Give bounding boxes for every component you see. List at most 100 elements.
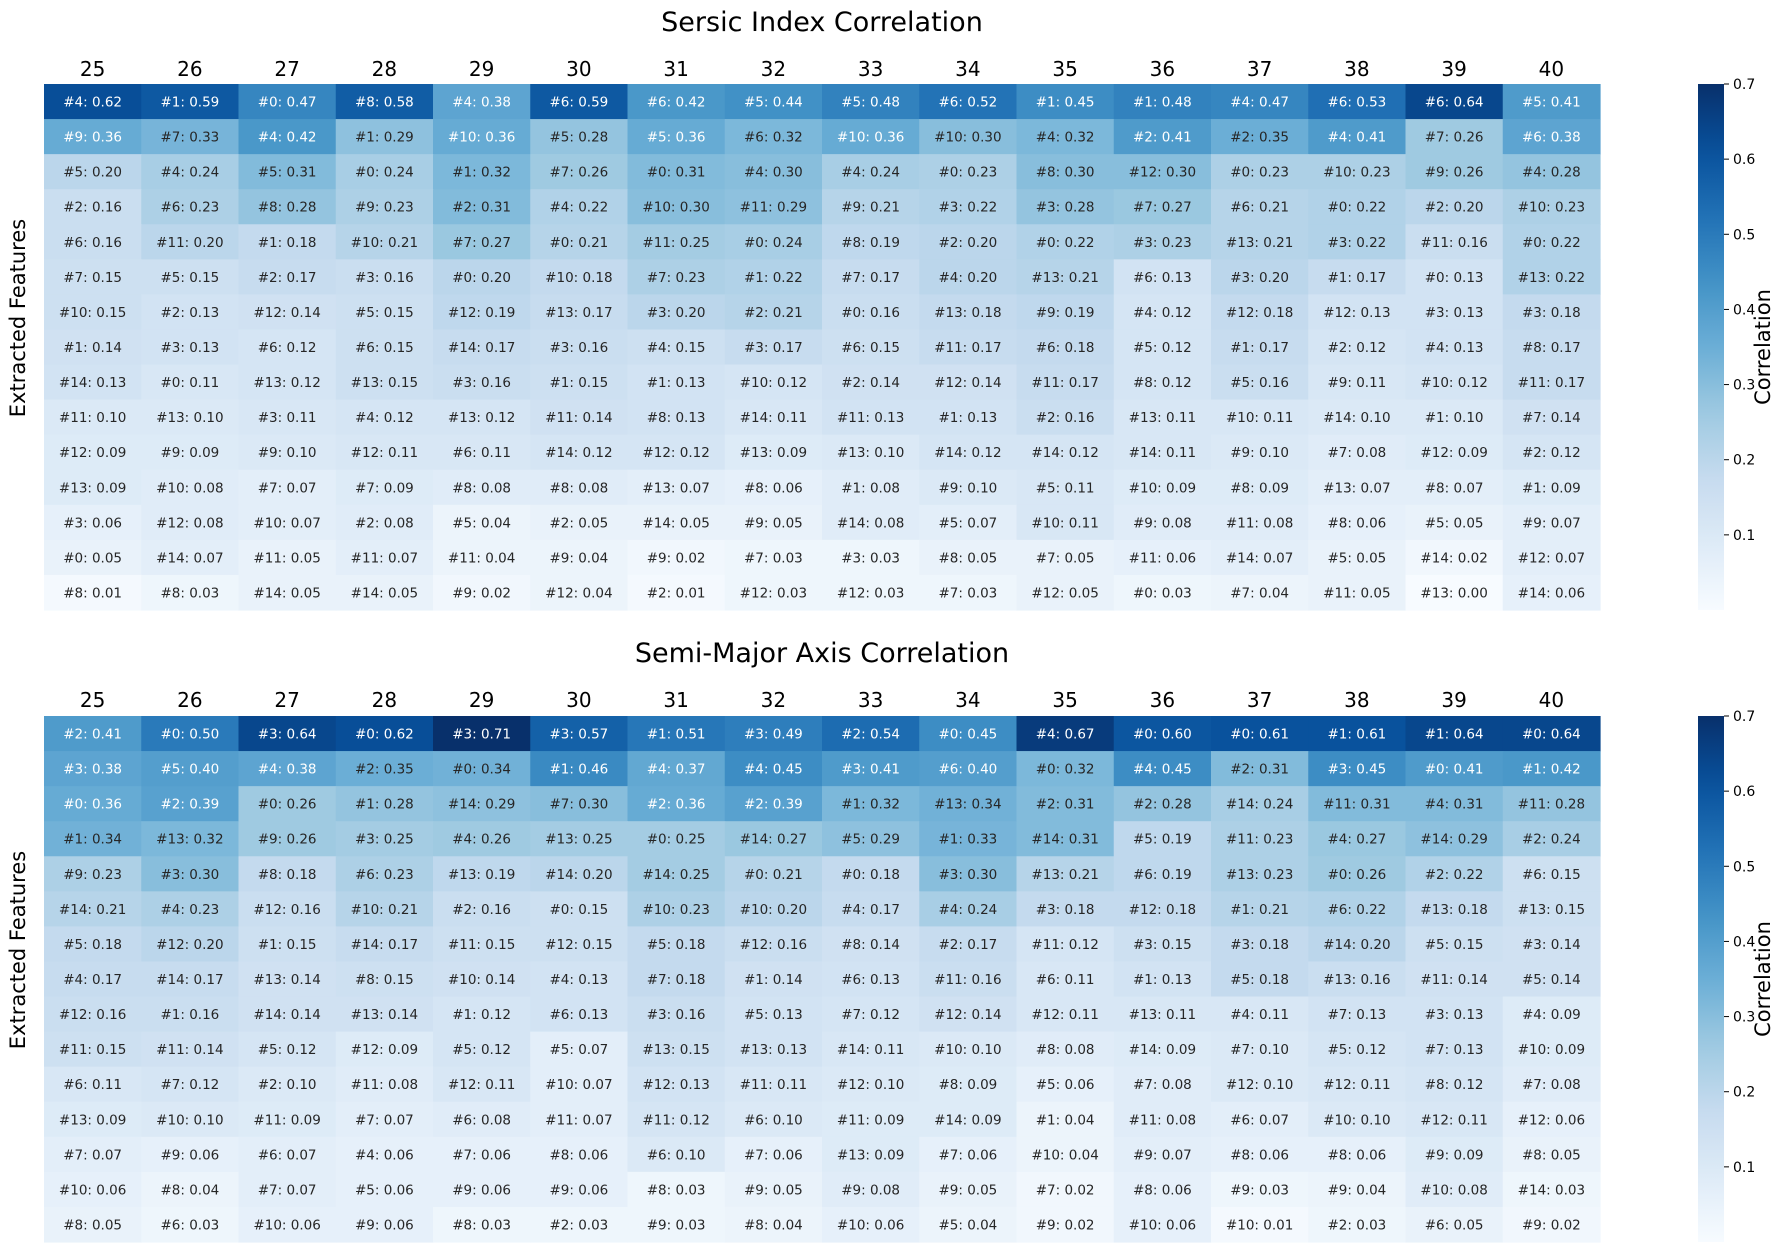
cell-label: #13: 0.15 — [351, 375, 418, 391]
heatmap-cell — [724, 259, 823, 295]
heatmap-cell — [44, 224, 142, 260]
cell-label: #13: 0.10 — [837, 445, 904, 461]
heatmap-cell — [1308, 926, 1407, 963]
cell-label: #12: 0.07 — [1518, 550, 1585, 566]
heatmap-cell — [238, 294, 337, 331]
heatmap-cell — [1308, 434, 1407, 471]
cell-label: #13: 0.32 — [156, 832, 223, 848]
column-tick-label: 33 — [858, 688, 883, 712]
cell-label: #9: 0.19 — [1036, 305, 1095, 321]
cell-label: #4: 0.09 — [1522, 1007, 1581, 1023]
cell-label: #6: 0.16 — [63, 235, 122, 251]
cell-label: #14: 0.20 — [545, 867, 612, 883]
cell-label: #9: 0.05 — [938, 1182, 997, 1198]
heatmap-cell — [1308, 294, 1407, 331]
column-tick-label: 25 — [80, 57, 105, 81]
cell-label: #9: 0.05 — [744, 515, 803, 531]
heatmap-cell — [433, 329, 531, 366]
heatmap-cell — [530, 399, 629, 436]
heatmap-cell — [44, 504, 142, 541]
cell-label: #6: 0.42 — [647, 95, 706, 111]
cell-label: #11: 0.07 — [351, 550, 418, 566]
heatmap-cell — [433, 294, 531, 331]
cell-label: #2: 0.08 — [355, 515, 414, 531]
heatmap-cell — [530, 856, 629, 892]
cell-label: #12: 0.08 — [156, 515, 223, 531]
cell-label: #14: 0.11 — [837, 1042, 904, 1058]
heatmap-cell — [1502, 469, 1601, 506]
heatmap-cell — [1016, 189, 1115, 225]
cell-label: #0: 0.20 — [452, 270, 511, 286]
heatmap-cell — [1502, 154, 1601, 190]
heatmap-cell — [1405, 856, 1504, 892]
heatmap-cell — [335, 259, 434, 295]
cell-label: #5: 0.15 — [355, 305, 414, 321]
heatmap-cell — [335, 329, 434, 366]
heatmap-cell — [822, 856, 920, 892]
cell-label: #14: 0.05 — [253, 585, 320, 601]
cell-label: #8: 0.12 — [1425, 1077, 1484, 1093]
heatmap-cell — [919, 399, 1018, 436]
heatmap-cell — [1113, 926, 1212, 963]
heatmap-cell — [724, 189, 823, 225]
heatmap-cell — [1308, 574, 1407, 611]
cell-label: #12: 0.14 — [253, 305, 320, 321]
cell-label: #7: 0.33 — [160, 130, 219, 146]
cell-label: #3: 0.13 — [160, 340, 219, 356]
heatmap-cell — [724, 1101, 823, 1138]
heatmap-cell — [1211, 1171, 1309, 1208]
heatmap-cell — [1016, 891, 1115, 927]
heatmap-cell — [530, 119, 629, 155]
cell-label: #11: 0.25 — [642, 235, 709, 251]
cell-label: #1: 0.51 — [647, 727, 706, 743]
cell-label: #9: 0.04 — [549, 550, 608, 566]
cell-label: #4: 0.45 — [1133, 762, 1192, 778]
heatmap-cell — [433, 504, 531, 541]
heatmap-cell — [919, 154, 1018, 190]
cell-label: #8: 0.06 — [1327, 515, 1386, 531]
heatmap-cell — [1405, 961, 1504, 998]
column-tick-label: 32 — [761, 688, 786, 712]
heatmap-cell — [919, 294, 1018, 331]
heatmap-cell — [919, 1171, 1018, 1208]
cell-label: #12: 0.18 — [1129, 902, 1196, 918]
heatmap-cell — [530, 469, 629, 506]
cell-label: #1: 0.48 — [1133, 95, 1192, 111]
heatmap-cell — [1308, 329, 1407, 366]
column-tick-label: 38 — [1344, 57, 1369, 81]
cell-label: #13: 0.09 — [740, 445, 807, 461]
column-tick-label: 27 — [274, 688, 299, 712]
heatmap-cell — [141, 539, 240, 576]
heatmap-cell — [44, 1206, 142, 1243]
cell-label: #9: 0.09 — [160, 445, 219, 461]
heatmap-cell — [141, 751, 240, 787]
heatmap-cell — [627, 751, 726, 787]
cell-label: #9: 0.02 — [647, 550, 706, 566]
heatmap-cell — [433, 1066, 531, 1103]
heatmap-cell — [530, 84, 629, 120]
cell-label: #8: 0.07 — [1425, 480, 1484, 496]
heatmap-cell — [1016, 1206, 1115, 1243]
cell-label: #13: 0.16 — [1323, 972, 1390, 988]
heatmap-cell — [822, 504, 920, 541]
cell-label: #12: 0.09 — [59, 445, 126, 461]
heatmap-cell — [822, 329, 920, 366]
heatmap-cell — [627, 399, 726, 436]
cell-label: #4: 0.24 — [938, 902, 997, 918]
cell-label: #10: 0.12 — [740, 375, 807, 391]
cell-label: #10: 0.36 — [448, 130, 515, 146]
cell-label: #6: 0.23 — [160, 200, 219, 216]
cell-label: #1: 0.33 — [938, 832, 997, 848]
heatmap-cell — [335, 539, 434, 576]
heatmap-cell — [530, 504, 629, 541]
cell-label: #5: 0.14 — [1522, 972, 1581, 988]
cell-label: #11: 0.12 — [1031, 937, 1098, 953]
cell-label: #13: 0.15 — [1518, 902, 1585, 918]
colorbar-tick-label: 0.3 — [1733, 378, 1755, 394]
cell-label: #12: 0.06 — [1518, 1112, 1585, 1128]
heatmap-cell — [44, 926, 142, 963]
heatmap-cell — [724, 469, 823, 506]
heatmap-cell — [44, 751, 142, 787]
cell-label: #14: 0.06 — [1518, 585, 1585, 601]
heatmap-cell — [919, 329, 1018, 366]
